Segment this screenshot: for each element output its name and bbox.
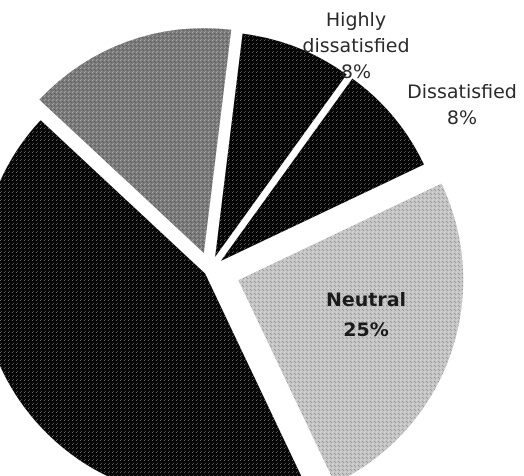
slice-label-highly-dissatisfied: Highly dissatisfied 8% (302, 9, 409, 83)
slice-name-line: Neutral (326, 289, 406, 311)
pie-slice-dissatisfied (220, 78, 425, 262)
slice-value-label: 8% (447, 107, 477, 129)
pie-slice-texture (220, 78, 425, 262)
pie-slice-texture (39, 28, 232, 254)
slice-value-label: 25% (343, 319, 388, 341)
pie-slices (0, 28, 464, 476)
pie-slice-texture (0, 120, 302, 476)
slice-name-line: Dissatisfied (407, 81, 517, 103)
slice-name-line: dissatisfied (302, 35, 409, 57)
slice-value-label: 8% (341, 61, 371, 83)
pie-slice-slice-5 (39, 28, 232, 254)
pie-slice-highly-dissatisfied (215, 33, 347, 257)
slice-label-dissatisfied: Dissatisfied 8% (407, 81, 517, 129)
slice-name-line: Highly (326, 9, 386, 31)
slice-label-neutral: Neutral 25% (326, 289, 406, 341)
pie-slice-slice-4 (0, 120, 302, 476)
pie-labels: Highly dissatisfied 8% Dissatisfied 8% Neutra… (302, 9, 516, 341)
pie-slice-texture (238, 183, 464, 476)
pie-slice-texture (215, 33, 347, 257)
pie-slice-neutral (238, 183, 464, 476)
